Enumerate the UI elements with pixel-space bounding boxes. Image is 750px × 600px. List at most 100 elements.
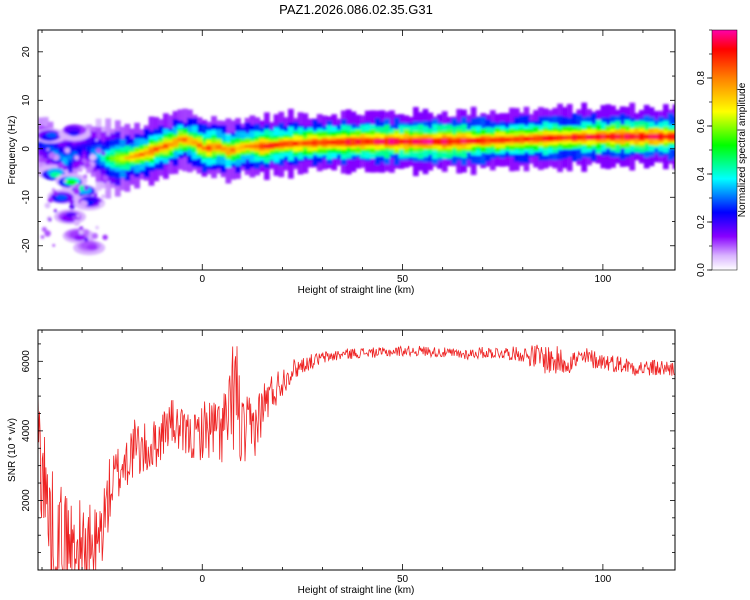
heatmap-speckle xyxy=(83,237,89,242)
heatmap-cell xyxy=(413,139,419,144)
heatmap-cell xyxy=(312,141,318,145)
heatmap-speckle xyxy=(62,165,68,171)
heatmap-cell xyxy=(220,147,227,151)
heatmap-cell xyxy=(268,143,275,148)
heatmap-cell xyxy=(547,135,554,141)
heatmap-cell xyxy=(590,135,597,139)
heatmap-cell xyxy=(408,139,414,144)
heatmap-speckle xyxy=(74,183,80,189)
heatmap-cell xyxy=(393,139,400,144)
heatmap-cell xyxy=(461,139,467,143)
colorbar: 0.0 0.2 0.4 0.6 0.8 Normalized spectral ampl… xyxy=(696,29,748,277)
heatmap-cell xyxy=(42,142,49,147)
heatmap-cell xyxy=(167,142,174,147)
heatmap-cell xyxy=(489,138,496,143)
heatmap-cell xyxy=(619,135,626,139)
heatmap-speckle xyxy=(102,234,108,240)
heatmap-speckle xyxy=(73,161,81,168)
heatmap-speckle xyxy=(41,226,47,232)
heatmap-blob xyxy=(86,244,98,251)
heatmap-cell xyxy=(667,134,674,139)
colorbar-tick-label: 0.0 xyxy=(696,263,707,277)
heatmap-cell xyxy=(139,152,145,157)
heatmap-blob xyxy=(56,194,68,201)
heatmap-cell xyxy=(76,148,83,153)
spectrogram-xlabel: Height of straight line (km) xyxy=(298,285,415,296)
heatmap-cell xyxy=(523,136,530,142)
heatmap-cell xyxy=(100,154,107,161)
heatmap-cell xyxy=(581,135,588,140)
heatmap-speckle xyxy=(95,139,98,142)
heatmap-cell xyxy=(47,146,54,152)
heatmap-cell xyxy=(566,135,573,140)
heatmap-cell xyxy=(182,137,188,142)
heatmap-speckle xyxy=(64,147,71,154)
heatmap-cell xyxy=(172,140,179,145)
heatmap-speckle xyxy=(44,230,51,237)
heatmap-cell xyxy=(538,136,544,141)
heatmap-speckle xyxy=(51,188,56,192)
heatmap-cell xyxy=(494,138,501,142)
heatmap-cell xyxy=(86,146,92,152)
heatmap-speckle xyxy=(83,229,90,236)
heatmap-cell xyxy=(369,139,376,144)
heatmap-cell xyxy=(191,140,198,145)
y-tick-label: -10 xyxy=(21,190,32,205)
heatmap-speckle xyxy=(105,188,107,191)
heatmap-cell xyxy=(374,139,381,144)
heatmap-speckle xyxy=(52,244,55,247)
heatmap-cell xyxy=(283,141,289,147)
heatmap-cell xyxy=(562,136,568,140)
heatmap-cell xyxy=(379,139,386,144)
x-tick-label: 50 xyxy=(397,274,409,285)
heatmap-cell xyxy=(264,144,270,149)
heatmap-speckle xyxy=(69,203,75,210)
heatmap-cell xyxy=(302,141,309,146)
colorbar-gradient xyxy=(712,30,737,270)
heatmap-cell xyxy=(259,144,265,149)
heatmap-cell xyxy=(533,136,539,141)
heatmap-cell xyxy=(451,139,458,143)
heatmap-cell xyxy=(432,139,438,144)
heatmap-cell xyxy=(542,136,549,141)
heatmap-cell xyxy=(658,134,664,139)
heatmap-cell xyxy=(475,138,482,143)
heatmap-cell xyxy=(643,134,650,139)
heatmap-cell xyxy=(595,134,602,139)
heatmap-cell xyxy=(480,138,487,143)
heatmap-speckle xyxy=(57,162,64,169)
snr-ylabel: SNR (10 * v/v) xyxy=(7,418,18,482)
snr-xlabel: Height of straight line (km) xyxy=(298,585,415,596)
heatmap-cell xyxy=(273,142,280,148)
heatmap-cell xyxy=(244,144,251,148)
heatmap-cell xyxy=(360,139,366,144)
colorbar-tick-label: 0.2 xyxy=(696,215,707,229)
heatmap-cell xyxy=(177,137,184,142)
heatmap-cell xyxy=(586,134,592,140)
heatmap-cell xyxy=(398,139,405,144)
heatmap-blob xyxy=(65,179,77,186)
heatmap-cell xyxy=(638,135,645,139)
heatmap-speckle xyxy=(53,209,58,213)
heatmap-cell xyxy=(119,155,126,162)
heatmap-cell xyxy=(600,135,607,139)
y-tick-label: 0 xyxy=(21,146,32,152)
heatmap-speckle xyxy=(69,199,75,205)
snr-frame xyxy=(37,329,676,571)
heatmap-cell xyxy=(441,139,448,144)
colorbar-label: Normalized spectral amplitude xyxy=(737,82,748,217)
x-tick-label: 100 xyxy=(595,574,612,585)
colorbar-ticks: 0.0 0.2 0.4 0.6 0.8 xyxy=(696,29,712,277)
heatmap-cell xyxy=(158,145,164,150)
heatmap-speckle xyxy=(46,148,50,151)
heatmap-cell xyxy=(225,148,232,154)
heatmap-cell xyxy=(321,140,328,145)
heatmap-layer xyxy=(38,102,675,256)
heatmap-cell xyxy=(307,141,313,145)
heatmap-cell xyxy=(52,150,59,156)
heatmap-cell xyxy=(345,140,352,144)
heatmap-speckle xyxy=(52,190,59,196)
heatmap-speckle xyxy=(99,201,105,207)
heatmap-cell xyxy=(446,139,453,144)
